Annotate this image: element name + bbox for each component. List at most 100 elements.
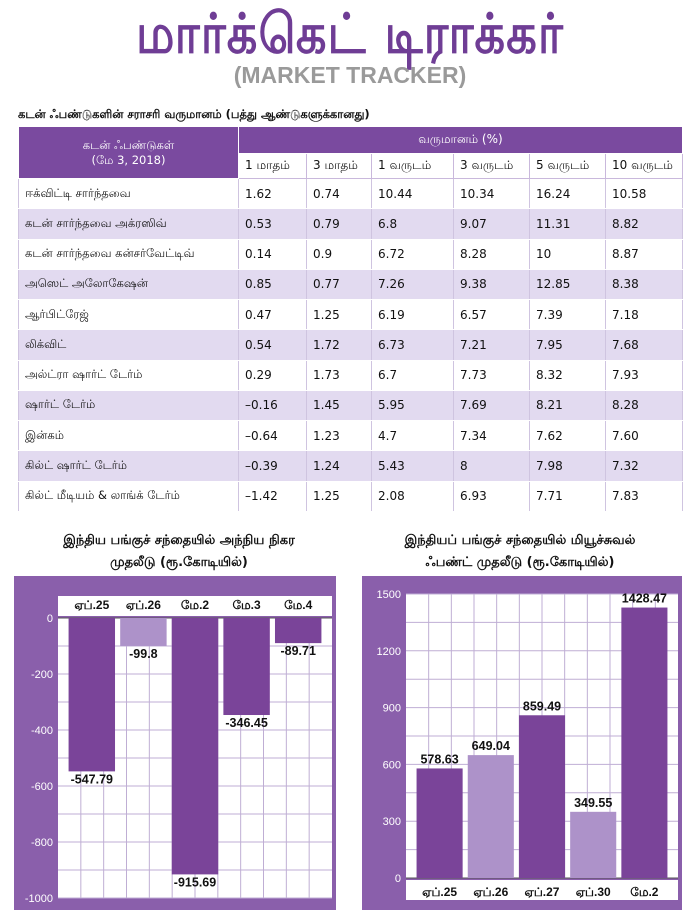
fund-name-cell: இன்கம் [18,420,239,452]
return-value-cell: 6.93 [453,480,530,513]
fund-name-cell: கில்ட் ஷார்ட் டேர்ம் [18,450,239,482]
return-value-cell: 1.24 [306,450,372,482]
page-title: மார்க்கெட் டிராக்கர் [135,2,565,67]
y-tick-label: 1200 [377,646,401,658]
return-value-cell: 5.95 [371,389,454,422]
return-value-cell: 9.07 [453,208,530,240]
return-value-cell: 7.93 [605,359,683,391]
return-value-cell: 0.9 [306,238,372,270]
return-value-cell: 6.8 [371,208,454,240]
y-tick-label: 0 [395,873,401,885]
category-label: மே.2 [630,885,659,899]
return-value-cell: 0.29 [238,359,307,391]
mf-chart-title-line-2: ஃபண்ட் முதலீடு (ரூ.கோடியில்) [425,555,615,570]
fund-name-cell: அஸெட் அலோகேஷன் [18,268,239,301]
return-value-cell: 0.47 [238,299,307,331]
return-value-cell: 6.72 [371,238,454,270]
return-value-cell: 0.77 [306,268,372,301]
return-value-cell: 1.25 [306,299,372,331]
y-tick-label: -1000 [25,893,53,905]
table-row: அஸெட் அலோகேஷன் 0.85 0.77 7.26 9.38 12.85 8.38 [18,268,683,301]
table-row: லிக்விட் 0.54 1.72 6.73 7.21 7.95 7.68 [18,329,683,361]
category-label: ஏப்.26 [126,598,161,612]
bar-value-label: -346.45 [225,716,267,730]
return-value-cell: 0.53 [238,208,307,240]
fii-chart-title: இந்திய பங்குச் சந்தையில் அந்நிய நிகர முத… [14,530,344,574]
category-strip [406,880,678,900]
return-value-cell: 10.34 [453,177,530,210]
return-value-cell: 4.7 [371,420,454,452]
return-value-cell: 0.74 [306,177,372,210]
return-value-cell: –0.64 [238,420,307,452]
return-value-cell: 6.19 [371,299,454,331]
return-value-cell: 2.08 [371,480,454,513]
return-value-cell: 7.83 [605,480,683,513]
return-value-cell: 9.38 [453,268,530,301]
return-value-cell: 8.87 [605,238,683,270]
bar [416,768,463,878]
fund-name-cell: கடன் சார்ந்தவை அக்ரஸிவ் [18,208,239,240]
return-value-cell: 16.24 [529,177,606,210]
fii-bar-chart-svg: 0 -200 -400 -600 -800 -1000 -547.79 ஏப்.25 -99.8… [14,576,336,910]
category-label: ஏப்.27 [525,885,560,899]
y-tick-label: 1500 [377,589,401,601]
table-row: ஈக்விட்டி சார்ந்தவை 1.62 0.74 10.44 10.34 16.… [18,177,683,210]
bar [68,618,116,772]
period-header: 10 வருடம் [605,153,683,179]
y-tick-label: 900 [383,703,401,715]
table-row: கில்ட் மீடியம் & லாங்க் டேர்ம் –1.42 1.25 2… [18,480,683,513]
return-value-cell: 12.85 [529,268,606,301]
y-tick-label: 0 [47,613,53,625]
period-header: 3 வருடம் [453,153,530,179]
return-value-cell: 10 [529,238,606,270]
y-tick-label: 600 [383,759,401,771]
fund-name-cell: ஆர்பிட்ரேஜ் [18,299,239,331]
return-value-cell: 8.32 [529,359,606,391]
return-value-cell: –0.16 [238,389,307,422]
category-strip [58,596,332,616]
category-label: மே.4 [284,598,313,612]
bar [223,618,270,716]
return-value-cell: 7.26 [371,268,454,301]
bar-value-label: 349.55 [574,796,612,810]
category-label: மே.3 [233,598,262,612]
return-value-cell: 8 [453,450,530,482]
return-value-cell: 1.23 [306,420,372,452]
return-value-cell: 6.73 [371,329,454,361]
y-tick-label: -400 [31,725,53,737]
fund-header-label: கடன் ஃபண்டுகள் [82,137,175,152]
return-value-cell: 7.62 [529,420,606,452]
return-value-cell: 7.69 [453,389,530,422]
table-row: இன்கம் –0.64 1.23 4.7 7.34 7.62 7.60 [18,420,683,452]
return-value-cell: 1.25 [306,480,372,513]
mf-chart-title-line-1: இந்தியப் பங்குச் சந்தையில் மியூச்சுவல் [404,533,636,548]
return-value-cell: 10.58 [605,177,683,210]
return-value-cell: 10.44 [371,177,454,210]
bar [120,618,167,646]
table-row: கடன் சார்ந்தவை கன்சர்வேட்டிவ் 0.14 0.9 6.72… [18,238,683,270]
bar [621,607,668,878]
fii-chart-title-line-2: முதலீடு (ரூ.கோடியில்) [110,555,248,570]
fund-name-cell: கடன் சார்ந்தவை கன்சர்வேட்டிவ் [18,238,239,270]
return-value-cell: 7.60 [605,420,683,452]
period-header: 5 வருடம் [529,153,606,179]
y-tick-label: -800 [31,837,53,849]
table-caption: கடன் ஃபண்டுகளின் சராசரி வருமானம் (பத்து … [18,107,370,121]
return-value-cell: 7.95 [529,329,606,361]
return-value-cell: 7.18 [605,299,683,331]
category-label: ஏப்.30 [576,885,611,899]
fund-name-cell: கில்ட் மீடியம் & லாங்க் டேர்ம் [18,480,239,513]
bar-value-label: -99.8 [129,647,158,661]
return-value-cell: 7.73 [453,359,530,391]
page-subtitle: (MARKET TRACKER) [233,62,467,88]
return-value-cell: 8.21 [529,389,606,422]
table-row: ஆர்பிட்ரேஜ் 0.47 1.25 6.19 6.57 7.39 7.18 [18,299,683,331]
fii-chart: 0 -200 -400 -600 -800 -1000 -547.79 ஏப்.25 -99.8… [14,576,336,910]
bar-value-label: -547.79 [71,772,113,786]
fund-name-cell: ஷார்ட் டேர்ம் [18,389,239,422]
bar-value-label: 1428.47 [622,592,667,606]
mf-bar-chart-svg: 0 300 600 900 1200 1500 578.63 ஏப்.25 649.04 ஏப்.… [362,576,682,910]
bar-value-label: 649.04 [472,739,510,753]
period-header: 3 மாதம் [306,153,372,179]
period-header: 1 மாதம் [238,153,307,179]
